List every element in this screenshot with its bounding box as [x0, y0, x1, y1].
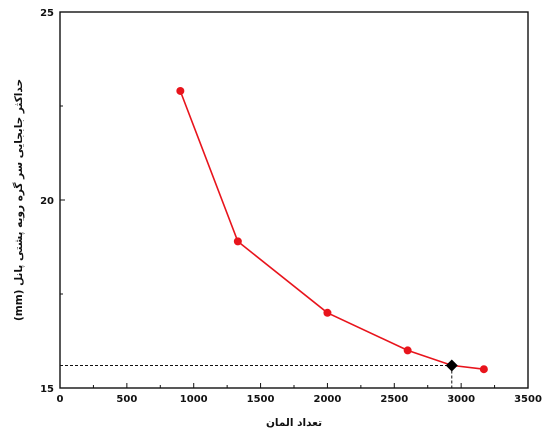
data-point: [323, 308, 332, 317]
y-tick-label: 20: [40, 196, 54, 207]
data-point: [176, 86, 185, 95]
x-tick-label: 3000: [447, 394, 475, 405]
data-point: [403, 346, 412, 355]
x-tick-label: 2000: [314, 394, 342, 405]
x-tick-label: 3500: [514, 394, 542, 405]
y-tick-label: 15: [40, 384, 54, 395]
x-axis-label: تعداد المان: [266, 417, 322, 429]
x-tick-label: 2500: [380, 394, 408, 405]
plot-area: [59, 11, 529, 389]
y-tick-label: 25: [40, 8, 54, 19]
y-axis-label: حداکثر جابجایی سر گره رویه پشتی پانل (mm…: [12, 79, 25, 321]
data-point: [479, 365, 488, 374]
series-line: [179, 90, 484, 370]
x-tick-label: 500: [116, 394, 137, 405]
data-point: [233, 237, 242, 246]
x-tick-label: 1000: [180, 394, 208, 405]
x-tick-label: 0: [57, 394, 64, 405]
x-tick-label: 1500: [247, 394, 275, 405]
highlight-marker: [445, 359, 458, 372]
